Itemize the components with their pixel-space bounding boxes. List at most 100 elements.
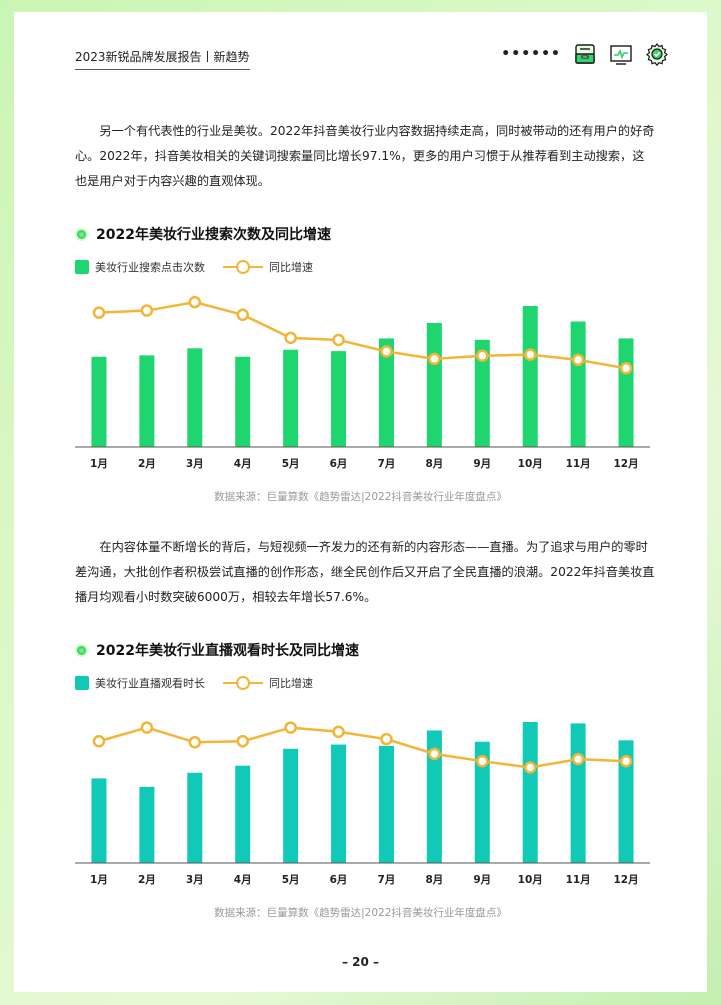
x-tick-label: 1月	[90, 458, 108, 470]
x-tick-label: 6月	[330, 874, 348, 886]
bar-9月	[474, 741, 490, 863]
bar-5月	[283, 748, 299, 863]
line-point-12月	[619, 754, 633, 768]
legend-bar-swatch	[75, 260, 89, 274]
x-tick-label: 10月	[518, 458, 543, 470]
line-point-10月	[523, 348, 537, 361]
legend-line-marker-icon	[223, 676, 263, 690]
growth-rate-line	[98, 726, 627, 769]
chart2-source: 数据来源：巨量算数《趋势雷达|2022抖音美妆行业年度盘点》	[214, 907, 507, 919]
line-point-6月	[332, 725, 345, 739]
line-point-12月	[619, 362, 633, 375]
line-point-2月	[140, 304, 154, 317]
x-tick-label: 10月	[518, 874, 543, 886]
bar-4月	[235, 765, 251, 863]
x-tick-label: 5月	[282, 874, 300, 886]
x-tick-label: 9月	[473, 458, 491, 470]
report-header-title: 2023新锐品牌发展报告丨新趋势	[75, 48, 250, 70]
bar-1月	[91, 356, 107, 447]
line-point-8月	[428, 352, 441, 366]
x-tick-label: 3月	[186, 458, 204, 470]
bar-8月	[426, 730, 442, 863]
chart2-legend: 美妆行业直播观看时长 同比增速	[75, 675, 313, 691]
line-point-1月	[92, 306, 106, 319]
chart1-title: 2022年美妆行业搜索次数及同比增速	[75, 224, 331, 244]
x-tick-label: 11月	[566, 458, 591, 470]
chart1-legend: 美妆行业搜索点击次数 同比增速	[75, 259, 313, 275]
chart1-title-text: 2022年美妆行业搜索次数及同比增速	[96, 227, 331, 243]
line-point-5月	[284, 331, 297, 345]
x-tick-label: 12月	[613, 458, 638, 470]
x-tick-label: 3月	[186, 874, 204, 886]
chart2-legend-line-label: 同比增速	[269, 677, 313, 690]
bar-12月	[618, 338, 634, 447]
line-point-4月	[236, 735, 249, 748]
line-point-9月	[476, 349, 489, 362]
x-tick-label: 8月	[425, 874, 443, 886]
line-point-2月	[140, 721, 154, 734]
growth-rate-line	[98, 300, 627, 370]
bar-10月	[522, 306, 538, 447]
x-tick-label: 6月	[330, 458, 348, 470]
line-point-5月	[284, 721, 297, 734]
line-point-11月	[571, 752, 585, 766]
line-point-9月	[476, 754, 489, 768]
header-icon-group: ••••••	[501, 42, 669, 66]
x-tick-label: 1月	[90, 874, 108, 886]
chart2-title-text: 2022年美妆行业直播观看时长及同比增速	[96, 643, 359, 659]
x-tick-label: 4月	[234, 458, 252, 470]
x-tick-label: 11月	[566, 874, 591, 886]
x-tick-label: 12月	[613, 874, 638, 886]
line-point-11月	[571, 353, 585, 367]
bar-11月	[570, 723, 586, 863]
page-number: – 20 –	[341, 955, 380, 969]
x-tick-label: 8月	[425, 458, 443, 470]
line-point-4月	[236, 308, 249, 321]
line-point-3月	[188, 736, 202, 749]
bar-12月	[618, 740, 634, 863]
legend-bar-swatch	[75, 676, 89, 690]
line-point-8月	[428, 747, 441, 761]
chart-monitor-icon[interactable]	[609, 42, 633, 66]
x-tick-label: 7月	[378, 874, 396, 886]
gear-check-icon[interactable]	[645, 42, 669, 66]
bar-7月	[378, 338, 394, 447]
bar-3月	[187, 348, 203, 447]
bar-6月	[331, 744, 347, 863]
intro-paragraph: 另一个有代表性的行业是美妆。2022年抖音美妆行业内容数据持续走高，同时被带动的…	[75, 124, 655, 188]
bar-2月	[139, 786, 155, 863]
bullet-icon	[75, 643, 88, 657]
chart1-legend-line-label: 同比增速	[269, 261, 313, 274]
bullet-icon	[75, 227, 88, 241]
x-tick-label: 5月	[282, 458, 300, 470]
chart2-title: 2022年美妆行业直播观看时长及同比增速	[75, 640, 359, 660]
x-tick-label: 2月	[138, 458, 156, 470]
chart1-source: 数据来源：巨量算数《趋势雷达|2022抖音美妆行业年度盘点》	[214, 491, 507, 503]
legend-line-marker-icon	[223, 260, 263, 274]
inbox-icon[interactable]	[573, 42, 597, 66]
bar-8月	[426, 322, 442, 447]
bar-7月	[378, 745, 394, 863]
chart2-legend-bar-label: 美妆行业直播观看时长	[95, 677, 205, 690]
bar-5月	[283, 349, 299, 447]
live-paragraph: 在内容体量不断增长的背后，与短视频一齐发力的还有新的内容形态——直播。为了追求与…	[75, 540, 655, 604]
line-point-10月	[523, 761, 537, 774]
x-tick-label: 9月	[473, 874, 491, 886]
bar-11月	[570, 321, 586, 447]
line-point-7月	[380, 732, 393, 746]
chart1-legend-bar-label: 美妆行业搜索点击次数	[95, 261, 205, 274]
dots-icon: ••••••	[501, 46, 561, 62]
x-tick-label: 7月	[378, 458, 396, 470]
bar-4月	[235, 356, 251, 447]
bar-2月	[139, 355, 155, 447]
line-point-7月	[380, 345, 393, 358]
x-tick-label: 2月	[138, 874, 156, 886]
line-point-3月	[188, 295, 202, 309]
report-page: 2023新锐品牌发展报告丨新趋势 •••••• 另一个有代表性的行业是美妆。20…	[14, 12, 707, 992]
bar-6月	[331, 351, 347, 447]
line-point-6月	[332, 333, 345, 347]
bar-3月	[187, 772, 203, 863]
x-tick-label: 4月	[234, 874, 252, 886]
bar-9月	[474, 339, 490, 447]
chart1-plot: 1月 2月 3月 4月 5月 6月 7月 8月 9月 10月 11月 12月	[75, 295, 650, 470]
